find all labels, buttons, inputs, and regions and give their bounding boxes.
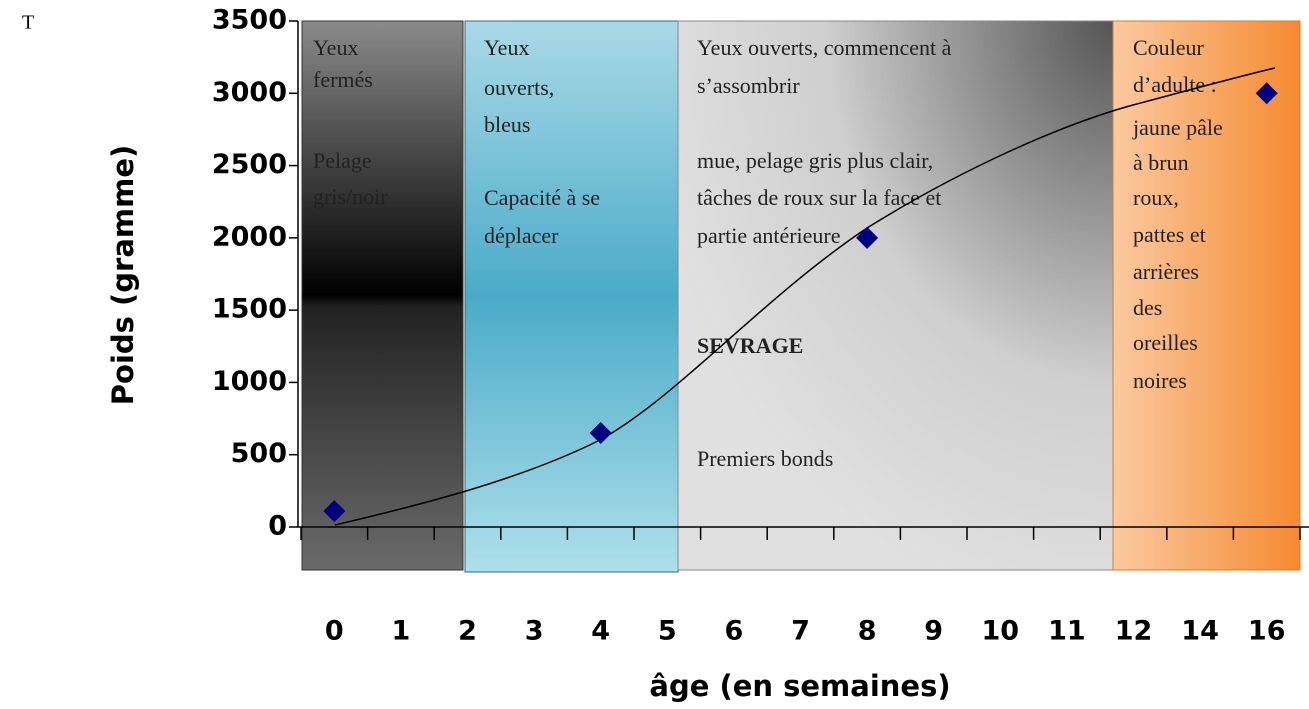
phase-text: des <box>1133 295 1162 320</box>
phase-text: bleus <box>484 112 530 137</box>
x-tick-label: 7 <box>791 616 810 647</box>
phase-text: partie antérieure <box>697 223 841 248</box>
y-tick-label: 3500 <box>212 5 287 36</box>
phase-text: d’adulte : <box>1133 72 1217 97</box>
x-tick-label: 12 <box>1115 616 1153 647</box>
phase-text: Pelage <box>313 148 372 173</box>
x-tick-label: 3 <box>525 616 544 647</box>
phase-panel <box>301 20 464 571</box>
x-tick-label: 11 <box>1048 616 1086 647</box>
x-tick-label: 1 <box>392 616 411 647</box>
phase-text: mue, pelage gris plus clair, <box>697 148 933 173</box>
x-tick-label: 0 <box>325 616 344 647</box>
y-tick-label: 500 <box>231 438 287 469</box>
y-tick-label: 2500 <box>212 149 287 180</box>
phase-panel <box>677 20 1114 571</box>
data-point <box>589 422 612 445</box>
y-tick-label: 0 <box>268 511 287 542</box>
x-tick-label: 10 <box>982 616 1020 647</box>
trend-curve <box>334 67 1276 526</box>
phase-text: Yeux <box>313 35 358 60</box>
x-tick-label: 16 <box>1248 616 1286 647</box>
phase-text: s’assombrir <box>697 73 800 98</box>
phase-text: SEVRAGE <box>697 333 803 358</box>
phase-text: pattes et <box>1133 222 1206 247</box>
phase-text: Premiers bonds <box>697 446 833 471</box>
x-tick-label: 9 <box>924 616 943 647</box>
data-point <box>856 226 879 249</box>
x-axis-title: âge (en semaines) <box>649 669 950 703</box>
phase-text: Yeux <box>484 35 529 60</box>
y-tick-label: 1000 <box>212 366 287 397</box>
phase-text: arrières <box>1133 259 1199 284</box>
phase-text: à brun <box>1133 150 1189 175</box>
phase-text: oreilles <box>1133 330 1198 355</box>
y-tick-label: 3000 <box>212 77 287 108</box>
data-point <box>323 500 346 523</box>
phase-text: ouverts, <box>484 75 554 100</box>
x-tick-label: 5 <box>658 616 677 647</box>
x-tick-label: 6 <box>725 616 744 647</box>
x-tick-label: 2 <box>458 616 477 647</box>
phase-text: Couleur <box>1133 35 1205 60</box>
x-tick-label: 4 <box>591 616 610 647</box>
phase-text: roux, <box>1133 185 1179 210</box>
phase-text: jaune pâle <box>1132 115 1223 140</box>
x-tick-label: 14 <box>1181 616 1219 647</box>
phase-text: gris/noir <box>313 184 388 209</box>
page-marker: T <box>22 12 34 34</box>
x-tick-label: 8 <box>858 616 877 647</box>
phase-text: Capacité à se <box>484 185 600 210</box>
y-tick-label: 2000 <box>212 221 287 252</box>
data-point <box>1255 82 1278 105</box>
phase-panel <box>1112 20 1301 571</box>
phase-text: tâches de roux sur la face et <box>697 185 941 210</box>
phase-text: fermés <box>313 67 373 92</box>
phase-text: déplacer <box>484 223 559 248</box>
phase-text: Yeux ouverts, commencent à <box>697 35 952 60</box>
y-axis-title: Poids (gramme) <box>106 145 140 405</box>
phase-text: noires <box>1133 368 1187 393</box>
y-tick-label: 1500 <box>212 294 287 325</box>
phase-panel <box>464 20 679 573</box>
